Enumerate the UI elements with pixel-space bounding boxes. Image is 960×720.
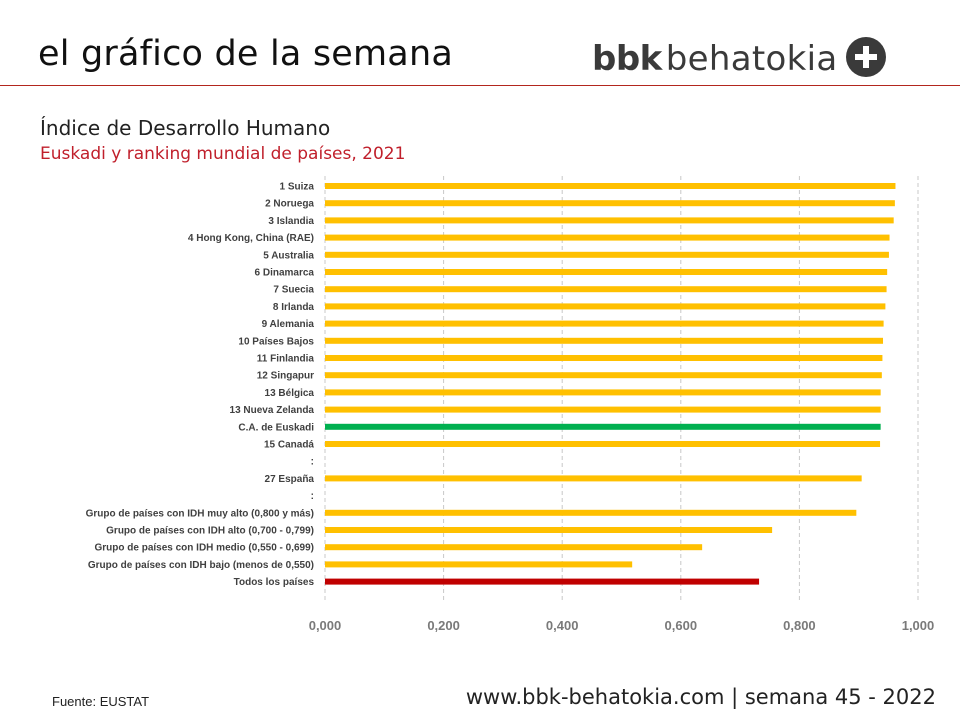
category-label: 27 España (265, 474, 315, 485)
bar (325, 183, 896, 189)
bar (325, 320, 884, 327)
category-label: 10 Países Bajos (238, 336, 314, 347)
category-label: Grupo de países con IDH medio (0,550 - 0… (94, 543, 314, 554)
x-tick-label: 0,800 (783, 618, 816, 633)
bar (325, 406, 881, 413)
bar (325, 475, 862, 482)
bar (325, 389, 881, 396)
bbk-behatokia-logo[interactable]: bbk behatokia (592, 36, 887, 82)
category-label: Grupo de países con IDH bajo (menos de 0… (88, 560, 314, 571)
category-label: 5 Australia (263, 250, 314, 261)
category-label: Grupo de países con IDH muy alto (0,800 … (86, 508, 314, 519)
category-label: Grupo de países con IDH alto (0,700 - 0,… (106, 526, 314, 537)
bar (325, 234, 890, 241)
bar (325, 544, 703, 551)
category-label: Todos los países (234, 577, 315, 588)
category-label: : (311, 457, 314, 468)
category-label: 8 Irlanda (273, 302, 315, 313)
bar (325, 509, 857, 516)
category-label: 1 Suiza (280, 182, 315, 193)
category-label: : (311, 491, 314, 502)
bar (325, 251, 889, 258)
category-label: 12 Singapur (257, 371, 314, 382)
bar-chart: 0,000 0,200 0,400 0,600 0,800 1,000 1 Suiza 2 N… (86, 176, 935, 633)
category-label: 4 Hong Kong, China (RAE) (188, 233, 314, 244)
x-tick-label: 0,600 (665, 618, 698, 633)
bar (325, 217, 894, 224)
category-label: 13 Nueva Zelanda (230, 405, 315, 416)
bar (325, 200, 895, 207)
chart-title: Índice de Desarrollo Humano (40, 116, 331, 140)
category-label: 3 Islandia (268, 216, 314, 227)
bar (325, 286, 887, 293)
bar (325, 578, 760, 585)
plus-circle-icon (845, 36, 887, 83)
category-label: 7 Suecia (273, 285, 314, 296)
header-divider (0, 85, 960, 86)
category-label: 9 Alemania (262, 319, 315, 330)
x-tick-label: 1,000 (902, 618, 935, 633)
bar (325, 337, 884, 344)
x-tick-label: 0,400 (546, 618, 579, 633)
bar (325, 303, 886, 310)
bar (325, 355, 883, 361)
source-note: Fuente: EUSTAT (52, 694, 150, 709)
category-label: 6 Dinamarca (255, 268, 315, 279)
footer-url: www.bbk-behatokia.com | semana 45 - 2022 (465, 685, 936, 709)
category-label: 15 Canadá (264, 440, 314, 451)
category-label: 11 Finlandia (257, 354, 315, 365)
logo-behatokia-text: behatokia (665, 39, 838, 79)
bar (325, 372, 882, 379)
category-label: 13 Bélgica (265, 388, 315, 399)
bar (325, 441, 881, 447)
logo-bbk-text: bbk (592, 39, 662, 79)
x-tick-label: 0,000 (309, 618, 342, 633)
chart-subtitle: Euskadi y ranking mundial de países, 202… (40, 144, 406, 164)
bar (325, 527, 773, 533)
bar (325, 561, 633, 568)
category-label: 2 Noruega (265, 199, 314, 210)
category-label: C.A. de Euskadi (238, 422, 314, 433)
bar (325, 423, 881, 430)
page-title: el gráfico de la semana (38, 34, 453, 74)
bar (325, 269, 888, 275)
x-tick-label: 0,200 (427, 618, 460, 633)
